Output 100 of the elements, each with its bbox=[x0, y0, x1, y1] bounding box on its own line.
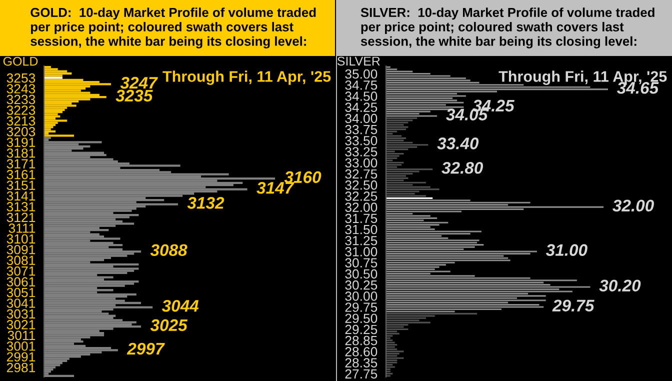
y-tick-label: 29.75 bbox=[345, 302, 378, 312]
y-tick-label: 32.00 bbox=[345, 202, 378, 212]
y-tick-label: 29.50 bbox=[345, 314, 378, 324]
y-tick-label: 33.25 bbox=[345, 147, 378, 156]
annotation: 30.20 bbox=[599, 280, 641, 292]
bar bbox=[44, 152, 104, 154]
y-tick-label: 30.25 bbox=[345, 280, 378, 290]
bar bbox=[44, 306, 153, 308]
bar bbox=[44, 238, 120, 240]
y-tick-label: 3151 bbox=[6, 180, 36, 190]
y-tick-label: 28.35 bbox=[345, 358, 378, 368]
y-tick-label: 31.00 bbox=[345, 247, 378, 256]
y-tick-label: 30.50 bbox=[345, 269, 378, 279]
y-tick-label: 3041 bbox=[6, 298, 36, 308]
annotation: 3044 bbox=[162, 300, 199, 312]
y-tick-label: 33.00 bbox=[345, 158, 378, 168]
bar bbox=[44, 326, 142, 328]
y-tick-label: 3111 bbox=[8, 224, 36, 233]
y-axis-title: SILVER bbox=[337, 56, 380, 66]
y-tick-label: 34.25 bbox=[345, 102, 378, 112]
bar bbox=[44, 360, 68, 362]
bar bbox=[44, 244, 123, 246]
y-tick-label: 29.25 bbox=[345, 324, 378, 334]
bar bbox=[44, 222, 134, 225]
y-tick-label: 3031 bbox=[6, 309, 36, 319]
y-tick-label: 32.75 bbox=[345, 169, 378, 179]
y-tick-label: 3203 bbox=[6, 126, 36, 136]
bar bbox=[44, 96, 106, 98]
y-tick-label: 33.75 bbox=[345, 124, 378, 134]
bar bbox=[44, 154, 106, 156]
bar bbox=[44, 120, 68, 122]
y-tick-label: 3181 bbox=[6, 148, 36, 158]
chart-title: GOLD: 10-day Market Profile of volume traded per price point; coloured swath covers last session, the white bar being its closing level: bbox=[30, 8, 316, 48]
annotation: 3147 bbox=[256, 182, 294, 194]
y-tick-label: 33.50 bbox=[345, 136, 378, 146]
y-tick-label: 3141 bbox=[6, 191, 36, 201]
bar bbox=[44, 364, 60, 366]
annotation: 3025 bbox=[150, 319, 188, 332]
y-tick-label: 35.00 bbox=[345, 69, 378, 79]
y-tick-label: 3001 bbox=[6, 341, 36, 351]
y-tick-label: 31.75 bbox=[345, 214, 378, 224]
bar bbox=[44, 134, 74, 137]
y-tick-label: 30.75 bbox=[345, 258, 378, 268]
bar bbox=[44, 214, 139, 216]
annotation: 29.75 bbox=[552, 300, 594, 312]
y-tick-label: 2981 bbox=[6, 362, 36, 372]
y-tick-label: 34.50 bbox=[345, 92, 378, 101]
y-tick-label: 2991 bbox=[6, 352, 36, 362]
annotation: 3235 bbox=[116, 90, 153, 102]
annotation: 33.40 bbox=[437, 138, 479, 150]
y-tick-label: 3171 bbox=[6, 159, 36, 168]
annotation: 3088 bbox=[150, 244, 188, 256]
bar bbox=[44, 111, 62, 114]
bar bbox=[44, 87, 86, 90]
y-tick-label: 3223 bbox=[6, 106, 36, 115]
bar bbox=[44, 276, 114, 278]
bar bbox=[44, 70, 68, 72]
y-tick-label: 3121 bbox=[6, 212, 36, 222]
bar bbox=[44, 72, 72, 75]
bar bbox=[44, 203, 178, 206]
y-tick-label: 34.75 bbox=[345, 80, 378, 90]
bar bbox=[44, 282, 134, 285]
bar bbox=[44, 141, 102, 144]
y-tick-label: 3011 bbox=[8, 330, 36, 340]
y-tick-label: 31.25 bbox=[345, 236, 378, 246]
bar bbox=[44, 104, 76, 107]
y-tick-label: 3253 bbox=[6, 73, 36, 83]
bar bbox=[44, 178, 275, 180]
bar bbox=[44, 250, 142, 253]
bar bbox=[44, 108, 65, 112]
y-tick-label: 3061 bbox=[6, 277, 36, 286]
y-tick-label: 28.85 bbox=[345, 336, 378, 346]
bar bbox=[44, 349, 118, 352]
y-tick-label: 32.50 bbox=[345, 180, 378, 190]
bar bbox=[44, 289, 114, 292]
chart-title: SILVER: 10-day Market Profile of volume traded per price point; coloured swath covers last session, the white bar being its closing level: bbox=[360, 8, 654, 48]
y-tick-label: 3101 bbox=[6, 234, 36, 244]
y-axis-title: GOLD bbox=[3, 56, 38, 66]
bar bbox=[44, 164, 180, 167]
bar bbox=[44, 268, 139, 270]
y-tick-label: 3131 bbox=[6, 202, 36, 212]
y-tick-label: 3243 bbox=[6, 84, 36, 94]
y-tick-label: 3091 bbox=[6, 244, 36, 254]
annotation: 3247 bbox=[120, 76, 158, 89]
bar bbox=[44, 340, 84, 343]
bar bbox=[44, 374, 74, 377]
bar bbox=[44, 83, 111, 86]
y-tick-label: 3191 bbox=[6, 138, 36, 148]
bar bbox=[44, 145, 90, 148]
annotation: 3132 bbox=[187, 197, 224, 209]
y-tick-label: 3233 bbox=[6, 94, 36, 104]
y-tick-label: 28.60 bbox=[345, 347, 378, 356]
bar bbox=[44, 280, 139, 283]
y-tick-label: 3021 bbox=[6, 320, 36, 330]
bar bbox=[44, 302, 142, 304]
y-tick-label: 3081 bbox=[6, 256, 36, 266]
bar bbox=[44, 334, 104, 336]
bar bbox=[44, 293, 136, 296]
y-tick-label: 27.75 bbox=[345, 369, 378, 379]
bar bbox=[44, 263, 139, 266]
